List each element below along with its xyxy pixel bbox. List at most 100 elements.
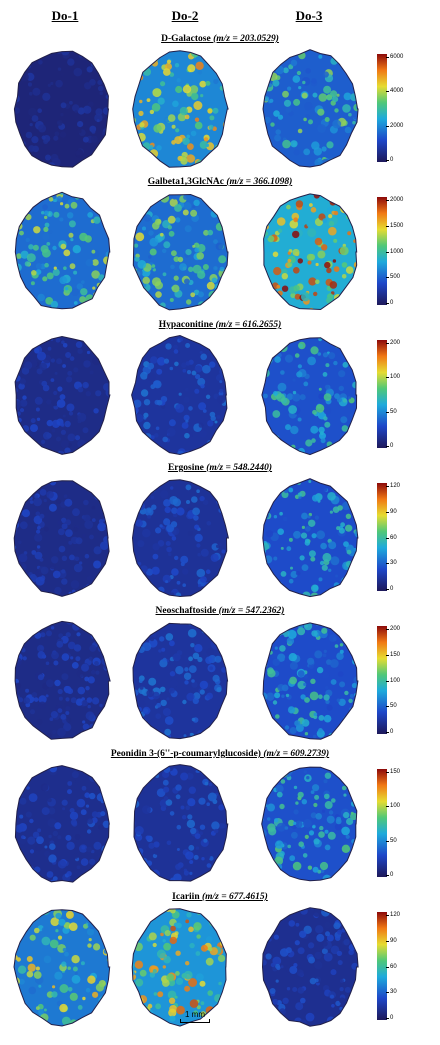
colorbar-tick-label: 50: [386, 703, 397, 710]
colorbar-tick-label: 60: [386, 963, 397, 970]
column-header-do-1: Do-1: [51, 8, 79, 23]
panel: Ergosine (m/z = 548.2440) 120 90 60 30 0: [0, 463, 440, 608]
panel-title: D-Galactose (m/z = 203.0529): [0, 34, 440, 44]
ion-image-do-3: [262, 622, 359, 740]
ion-image-do-3: [263, 193, 358, 311]
colorbar-ticks: 200 100 50 0: [385, 340, 430, 449]
panel: D-Galactose (m/z = 203.0529) 6000 4000 2000…: [0, 34, 440, 179]
ion-image-do-3: [262, 478, 359, 598]
colorbar-tick-label: 100: [385, 677, 401, 684]
colorbar-tick-label: 50: [386, 408, 397, 415]
ion-image-do-2: [131, 479, 230, 598]
panel: Galbeta1,3GlcNAc (m/z = 366.1098) 2000 150…: [0, 177, 440, 322]
compound-name: Ergosine: [167, 463, 207, 473]
mz-value: (m/z = 609.2739): [263, 749, 330, 759]
colorbar-tick-label: 2000: [385, 197, 404, 204]
ion-image-do-2: [131, 908, 227, 1027]
ion-image-do-1: [14, 335, 111, 455]
ion-image-do-2: [132, 622, 229, 740]
colorbar: [377, 54, 387, 162]
ion-image-do-2: [133, 764, 229, 882]
colorbar: [377, 626, 387, 734]
ion-image-do-2: [132, 193, 229, 311]
colorbar-tick-label: 30: [386, 989, 397, 996]
panel-title: Icariin (m/z = 677.4615): [0, 892, 440, 902]
colorbar-tick-label: 0: [385, 728, 394, 735]
colorbar-tick-label: 0: [385, 442, 394, 449]
colorbar-ticks: 120 90 60 30 0: [385, 912, 430, 1021]
colorbar-tick-label: 90: [386, 508, 397, 515]
ion-image-do-1: [14, 620, 111, 740]
colorbar-ticks: 6000 4000 2000 0: [385, 54, 430, 163]
colorbar-tick-label: 100: [385, 374, 401, 381]
colorbar-tick-label: 50: [386, 837, 397, 844]
colorbar: [377, 483, 387, 591]
scale-bar: 1 mm: [180, 1010, 210, 1023]
mz-value: (m/z = 616.2655): [215, 320, 282, 330]
ion-image-do-1: [13, 480, 110, 597]
ion-image-do-3: [261, 766, 358, 882]
colorbar-tick-label: 150: [385, 651, 401, 658]
panel: Peonidin 3-(6''-p-coumarylglucoside) (m/…: [0, 749, 440, 894]
colorbar-tick-label: 2000: [385, 122, 404, 129]
colorbar: [377, 912, 387, 1020]
ion-image-do-3: [261, 337, 358, 456]
panel-title: Galbeta1,3GlcNAc (m/z = 366.1098): [0, 177, 440, 187]
colorbar-tick-label: 0: [385, 1014, 394, 1021]
panel-title: Ergosine (m/z = 548.2440): [0, 463, 440, 473]
mz-value: (m/z = 366.1098): [226, 177, 293, 187]
colorbar-tick-label: 500: [385, 274, 401, 281]
colorbar: [377, 340, 387, 448]
compound-name: Icariin: [172, 892, 202, 902]
panel: Icariin (m/z = 677.4615) 120 90 60 30 0: [0, 892, 440, 1037]
scale-bar-label: 1 mm: [185, 1010, 205, 1019]
colorbar-ticks: 150 100 50 0: [385, 769, 430, 878]
mz-value: (m/z = 203.0529): [213, 34, 279, 44]
colorbar-tick-label: 0: [385, 585, 394, 592]
panel-title: Neoschaftoside (m/z = 547.2362): [0, 606, 440, 616]
colorbar-tick-label: 120: [385, 483, 401, 490]
colorbar-ticks: 200 150 100 50 0: [385, 626, 430, 735]
mz-value: (m/z = 547.2362): [218, 606, 285, 616]
ion-image-do-1: [14, 191, 111, 310]
panel-title: Hypaconitine (m/z = 616.2655): [0, 320, 440, 330]
colorbar-tick-label: 150: [385, 769, 401, 776]
colorbar-tick-label: 200: [385, 626, 401, 633]
colorbar-tick-label: 0: [385, 299, 394, 306]
colorbar-tick-label: 30: [386, 560, 397, 567]
ion-image-do-3: [261, 907, 359, 1027]
panel: Hypaconitine (m/z = 616.2655) 200 100 50 0: [0, 320, 440, 465]
ion-image-do-1: [14, 765, 110, 883]
compound-name: Peonidin 3-(6''-p-coumarylglucoside): [110, 749, 264, 759]
colorbar-ticks: 2000 1500 1000 500 0: [385, 197, 430, 306]
mz-value: (m/z = 677.4615): [201, 892, 268, 902]
panel-title: Peonidin 3-(6''-p-coumarylglucoside) (m/…: [0, 749, 440, 759]
compound-name: Galbeta1,3GlcNAc: [147, 177, 227, 187]
colorbar: [377, 197, 387, 305]
mz-value: (m/z = 548.2440): [206, 463, 273, 473]
colorbar-tick-label: 100: [385, 803, 401, 810]
colorbar-tick-label: 1000: [385, 248, 404, 255]
column-header-do-3: Do-3: [295, 8, 323, 23]
colorbar-ticks: 120 90 60 30 0: [385, 483, 430, 592]
colorbar-tick-label: 1500: [385, 222, 404, 229]
compound-name: Hypaconitine: [158, 320, 216, 330]
colorbar-tick-label: 6000: [385, 54, 404, 61]
colorbar-tick-label: 60: [386, 534, 397, 541]
compound-name: D-Galactose: [161, 34, 214, 44]
scale-bar-line: [180, 1019, 210, 1023]
ion-image-do-2: [132, 50, 229, 168]
colorbar-tick-label: 200: [385, 340, 401, 347]
colorbar-tick-label: 0: [385, 156, 394, 163]
colorbar: [377, 769, 387, 877]
colorbar-tick-label: 120: [385, 912, 401, 919]
colorbar-tick-label: 0: [385, 871, 394, 878]
panel: Neoschaftoside (m/z = 547.2362) 200 150 100…: [0, 606, 440, 751]
colorbar-tick-label: 90: [386, 937, 397, 944]
colorbar-tick-label: 4000: [385, 88, 404, 95]
ion-image-do-1: [13, 50, 110, 168]
column-header-do-2: Do-2: [171, 8, 199, 23]
ion-image-do-3: [262, 49, 359, 168]
ion-image-do-1: [13, 909, 111, 1027]
compound-name: Neoschaftoside: [155, 606, 219, 616]
